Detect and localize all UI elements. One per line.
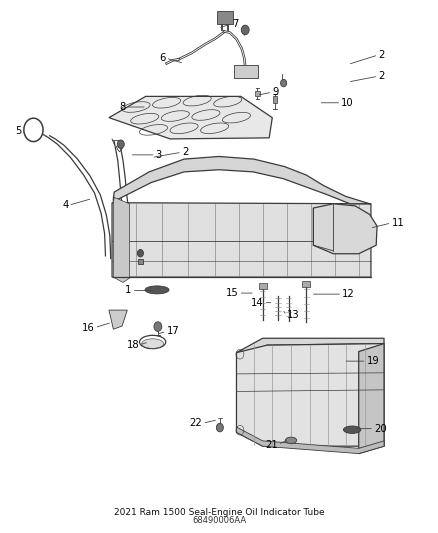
Text: 68490006AA: 68490006AA — [192, 516, 246, 525]
FancyBboxPatch shape — [138, 259, 144, 264]
Text: 7: 7 — [232, 19, 238, 29]
Text: 8: 8 — [119, 102, 125, 112]
Text: 22: 22 — [190, 418, 202, 429]
Text: 3: 3 — [155, 150, 162, 160]
Text: 11: 11 — [392, 218, 404, 228]
Text: 16: 16 — [82, 322, 95, 333]
Text: 10: 10 — [341, 98, 354, 108]
Ellipse shape — [142, 339, 163, 349]
Text: 2: 2 — [182, 147, 188, 157]
Polygon shape — [112, 203, 371, 277]
Text: 12: 12 — [342, 289, 355, 299]
Text: 2021 Ram 1500 Seal-Engine Oil Indicator Tube: 2021 Ram 1500 Seal-Engine Oil Indicator … — [114, 507, 324, 516]
Text: 2: 2 — [378, 71, 385, 81]
Circle shape — [281, 79, 287, 87]
Text: 5: 5 — [15, 126, 21, 136]
Ellipse shape — [145, 286, 169, 294]
Text: 1: 1 — [125, 286, 132, 295]
Polygon shape — [109, 96, 272, 139]
Polygon shape — [237, 338, 384, 358]
Text: 6: 6 — [159, 53, 166, 63]
Circle shape — [241, 25, 249, 35]
Circle shape — [216, 423, 223, 432]
Polygon shape — [237, 344, 384, 446]
Text: 15: 15 — [226, 288, 239, 298]
Text: 4: 4 — [62, 200, 68, 211]
FancyBboxPatch shape — [302, 281, 310, 287]
FancyBboxPatch shape — [255, 91, 260, 96]
Text: 20: 20 — [374, 424, 387, 434]
Circle shape — [138, 249, 144, 257]
Circle shape — [154, 322, 162, 332]
Polygon shape — [113, 197, 130, 282]
Text: 21: 21 — [265, 440, 278, 450]
FancyBboxPatch shape — [234, 65, 258, 78]
Text: 18: 18 — [127, 340, 140, 350]
Text: 14: 14 — [251, 297, 264, 308]
Ellipse shape — [286, 437, 297, 443]
Text: 13: 13 — [287, 310, 299, 320]
Ellipse shape — [343, 426, 361, 433]
FancyBboxPatch shape — [259, 283, 267, 289]
Polygon shape — [359, 344, 384, 454]
Polygon shape — [237, 427, 384, 454]
Text: 2: 2 — [378, 50, 385, 60]
Text: 17: 17 — [166, 326, 179, 336]
Polygon shape — [313, 204, 377, 254]
Polygon shape — [113, 157, 371, 204]
Text: 19: 19 — [367, 356, 379, 366]
Text: 9: 9 — [272, 87, 279, 97]
Polygon shape — [109, 310, 127, 329]
Circle shape — [117, 140, 124, 149]
FancyBboxPatch shape — [217, 11, 233, 24]
FancyBboxPatch shape — [273, 96, 277, 103]
